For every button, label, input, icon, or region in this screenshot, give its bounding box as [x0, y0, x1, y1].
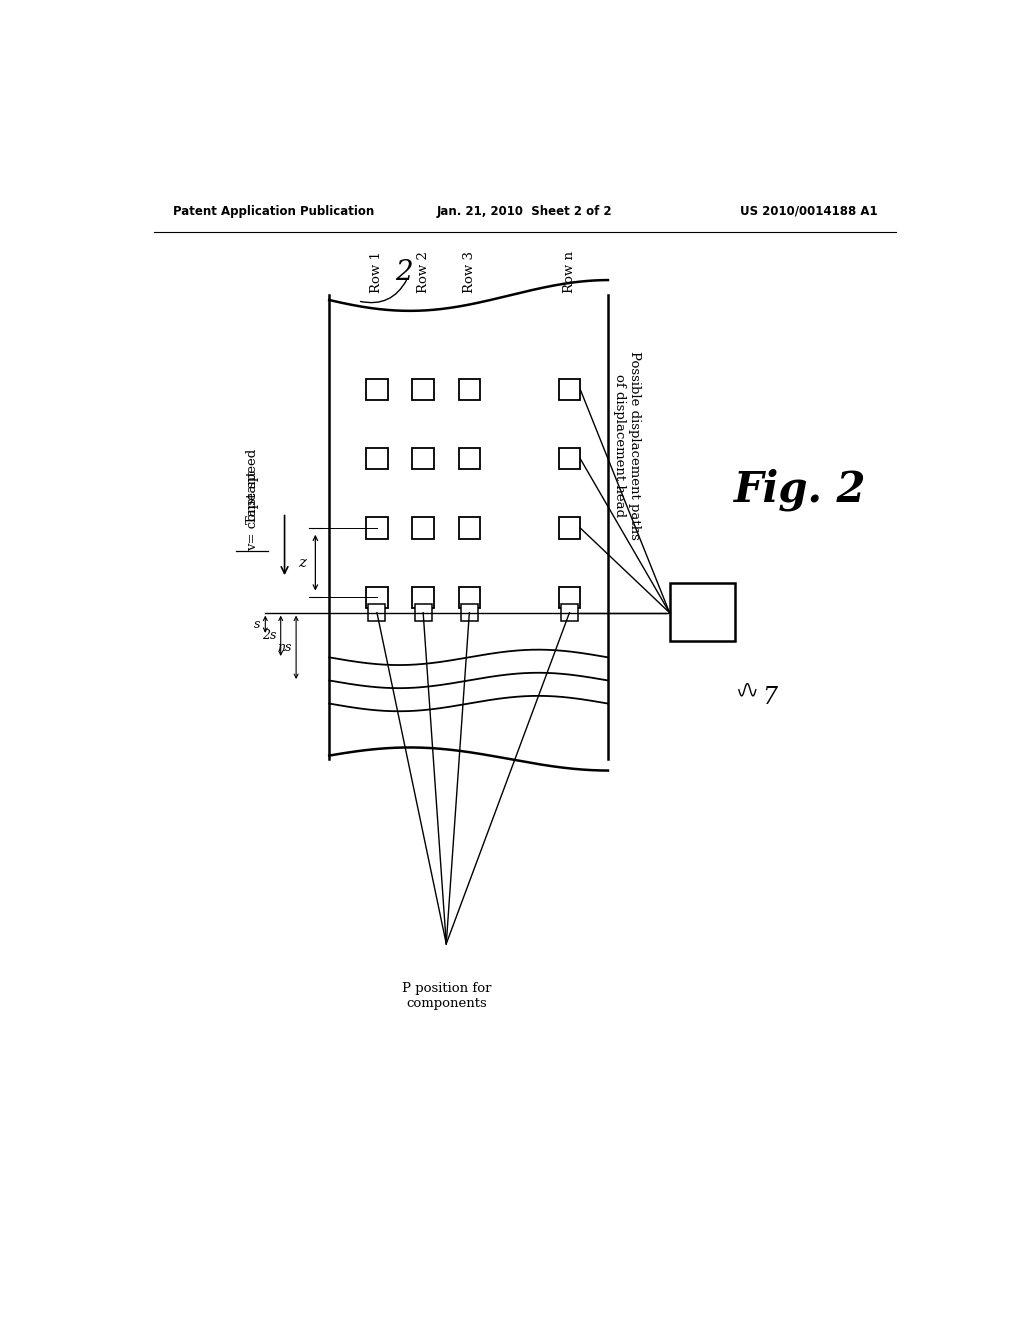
- Text: Jan. 21, 2010  Sheet 2 of 2: Jan. 21, 2010 Sheet 2 of 2: [437, 205, 612, 218]
- Bar: [459, 447, 480, 470]
- FancyArrowPatch shape: [360, 280, 407, 302]
- Text: Row 1: Row 1: [371, 251, 383, 293]
- Bar: [559, 517, 581, 539]
- Text: 2s: 2s: [262, 630, 276, 643]
- Bar: [413, 586, 434, 609]
- Text: Tape speed: Tape speed: [246, 449, 259, 524]
- Text: Row n: Row n: [563, 251, 575, 293]
- Bar: [459, 586, 480, 609]
- Bar: [559, 447, 581, 470]
- Bar: [559, 379, 581, 400]
- Text: 2: 2: [395, 259, 413, 286]
- Bar: [670, 583, 735, 642]
- Text: Fig. 2: Fig. 2: [734, 469, 866, 511]
- Text: ns: ns: [278, 640, 292, 653]
- Text: Row 2: Row 2: [417, 251, 430, 293]
- Bar: [561, 605, 578, 622]
- Bar: [461, 605, 478, 622]
- Text: 7: 7: [762, 686, 777, 709]
- Bar: [559, 586, 581, 609]
- Text: v= constant: v= constant: [246, 471, 259, 552]
- Bar: [415, 605, 432, 622]
- Text: US 2010/0014188 A1: US 2010/0014188 A1: [739, 205, 878, 218]
- Text: Row 3: Row 3: [463, 251, 476, 293]
- Text: P position for
components: P position for components: [401, 982, 492, 1010]
- Bar: [367, 447, 388, 470]
- Bar: [369, 605, 385, 622]
- Bar: [413, 517, 434, 539]
- Text: Patent Application Publication: Patent Application Publication: [173, 205, 374, 218]
- Bar: [459, 517, 480, 539]
- Bar: [459, 379, 480, 400]
- Bar: [367, 517, 388, 539]
- Bar: [367, 586, 388, 609]
- Text: Possible displacement paths
of displacement head: Possible displacement paths of displacem…: [613, 351, 641, 540]
- Bar: [413, 379, 434, 400]
- Bar: [367, 379, 388, 400]
- Bar: [413, 447, 434, 470]
- Text: s: s: [254, 618, 261, 631]
- Text: z: z: [298, 556, 306, 570]
